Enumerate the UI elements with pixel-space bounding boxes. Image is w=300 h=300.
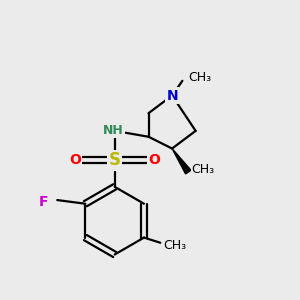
- Text: N: N: [166, 88, 178, 103]
- Text: O: O: [148, 153, 160, 167]
- Text: O: O: [69, 153, 81, 167]
- Text: NH: NH: [103, 124, 124, 137]
- Text: CH₃: CH₃: [163, 239, 186, 252]
- Polygon shape: [172, 148, 191, 174]
- Text: S: S: [109, 151, 121, 169]
- Text: F: F: [39, 194, 48, 208]
- Text: CH₃: CH₃: [188, 71, 212, 84]
- Text: CH₃: CH₃: [191, 163, 214, 176]
